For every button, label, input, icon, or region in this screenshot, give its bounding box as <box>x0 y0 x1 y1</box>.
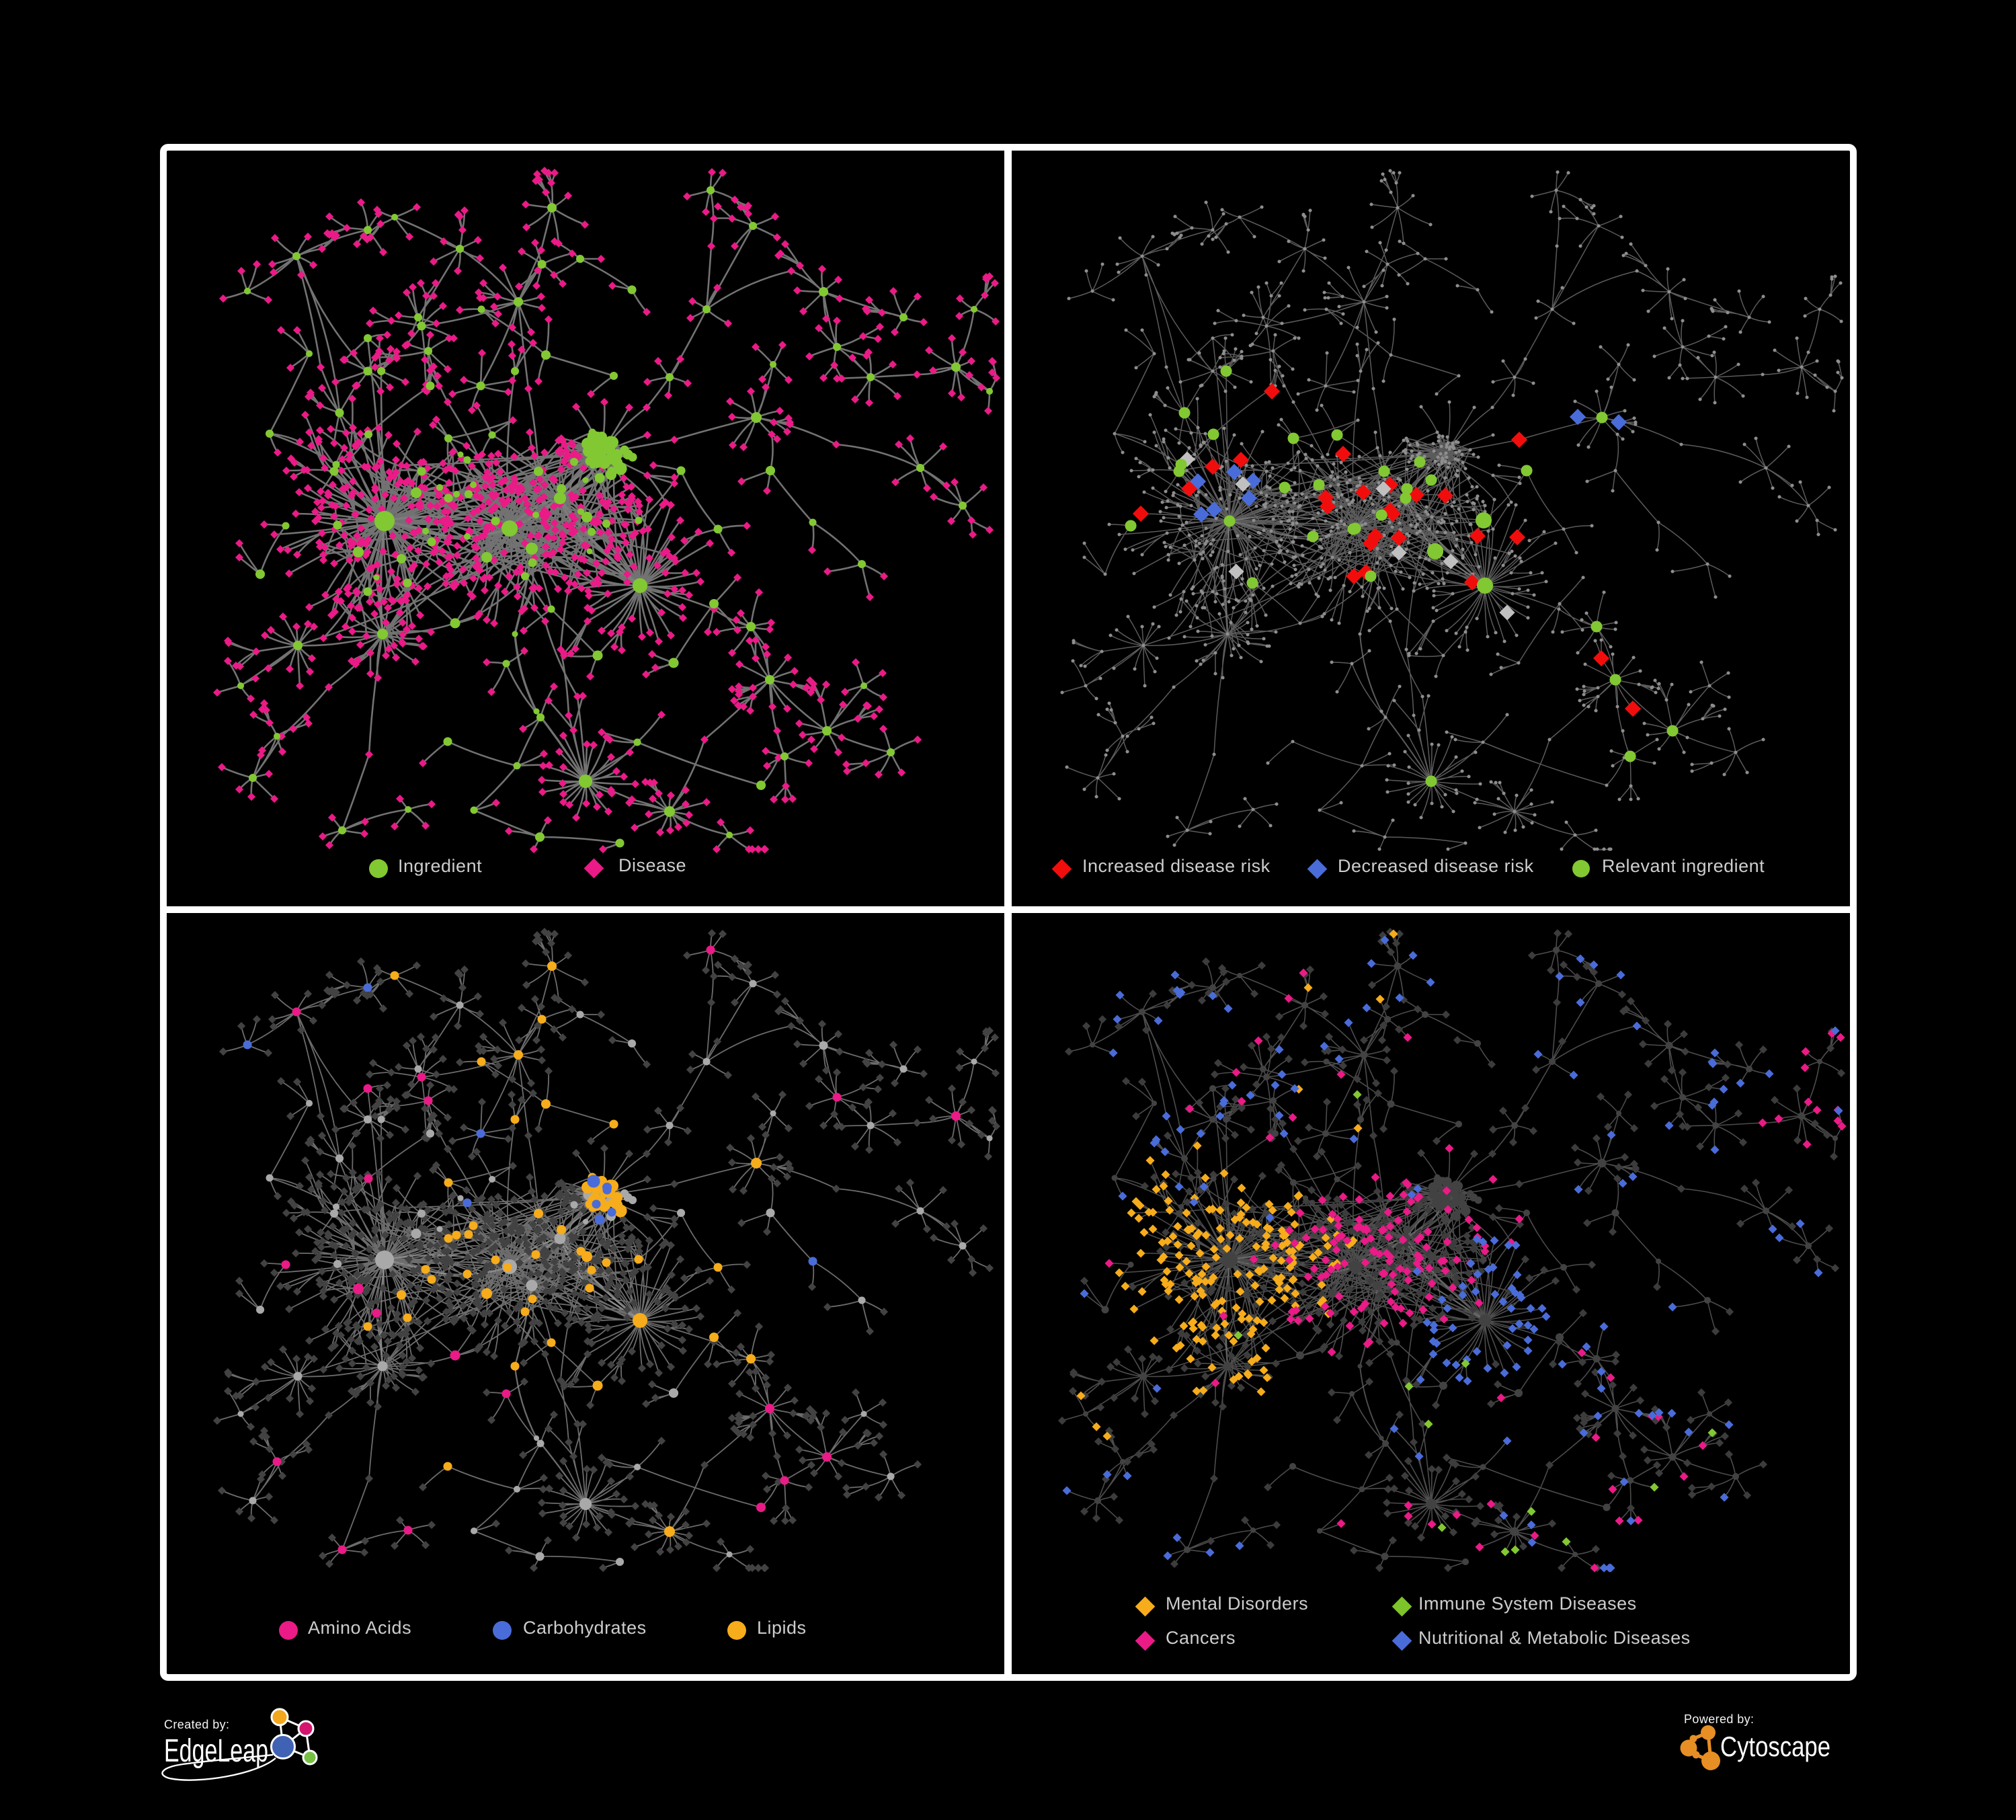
svg-text:Powered by:: Powered by: <box>1684 1712 1754 1726</box>
svg-text:Created by:: Created by: <box>164 1718 229 1731</box>
svg-text:Cytoscape: Cytoscape <box>1720 1731 1830 1762</box>
svg-text:EdgeLeap: EdgeLeap <box>164 1733 268 1769</box>
